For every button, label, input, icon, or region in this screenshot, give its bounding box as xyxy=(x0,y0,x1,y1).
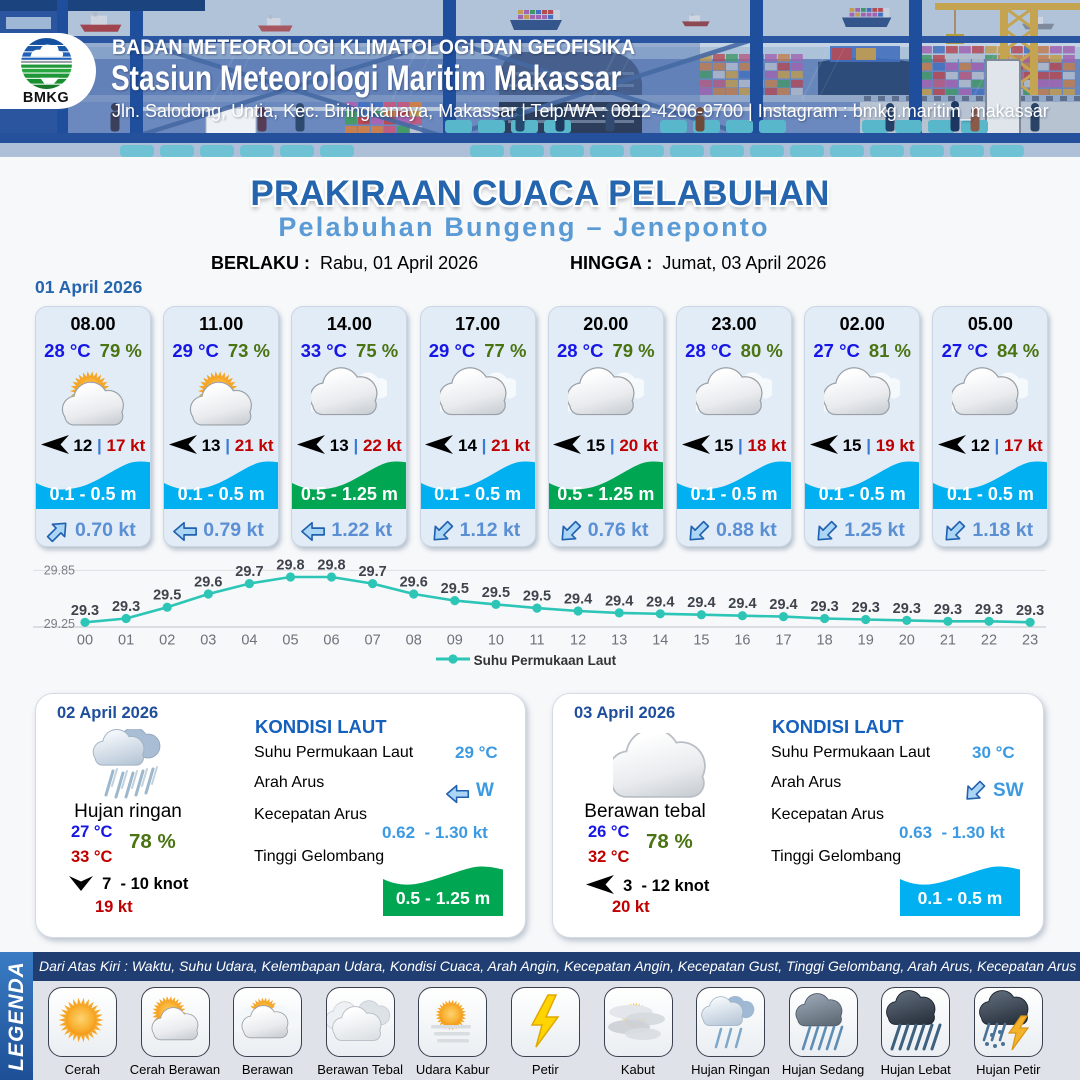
svg-text:20: 20 xyxy=(899,633,915,649)
svg-text:29.25: 29.25 xyxy=(44,617,75,631)
svg-text:21: 21 xyxy=(940,633,956,649)
svg-text:29.85: 29.85 xyxy=(44,563,75,577)
svg-text:29.3: 29.3 xyxy=(975,602,1003,618)
svg-text:00: 00 xyxy=(77,633,93,649)
svg-text:29.3: 29.3 xyxy=(852,600,880,616)
svg-text:29.4: 29.4 xyxy=(728,596,756,612)
svg-text:29.8: 29.8 xyxy=(276,558,304,574)
svg-text:29.5: 29.5 xyxy=(441,581,469,597)
svg-text:29.6: 29.6 xyxy=(400,575,428,591)
svg-text:29.3: 29.3 xyxy=(71,603,99,619)
svg-text:01: 01 xyxy=(118,633,134,649)
svg-text:29.3: 29.3 xyxy=(1016,603,1044,619)
svg-text:16: 16 xyxy=(734,633,750,649)
svg-text:29.3: 29.3 xyxy=(112,599,140,615)
svg-text:29.8: 29.8 xyxy=(317,558,345,574)
svg-text:29.5: 29.5 xyxy=(523,589,551,605)
svg-text:03: 03 xyxy=(200,633,216,649)
svg-text:13: 13 xyxy=(611,633,627,649)
svg-text:02: 02 xyxy=(159,633,175,649)
svg-text:19: 19 xyxy=(858,633,874,649)
svg-text:29.4: 29.4 xyxy=(605,593,633,609)
svg-text:10: 10 xyxy=(488,633,504,649)
svg-text:29.4: 29.4 xyxy=(646,594,674,610)
svg-text:12: 12 xyxy=(570,633,586,649)
svg-text:17: 17 xyxy=(775,633,791,649)
svg-text:29.3: 29.3 xyxy=(893,601,921,617)
svg-text:29.6: 29.6 xyxy=(194,575,222,591)
svg-text:07: 07 xyxy=(365,633,381,649)
svg-text:29.7: 29.7 xyxy=(358,564,386,580)
svg-text:05: 05 xyxy=(282,633,298,649)
svg-text:14: 14 xyxy=(652,633,668,649)
svg-text:18: 18 xyxy=(817,633,833,649)
svg-text:29.7: 29.7 xyxy=(235,564,263,580)
svg-text:29.4: 29.4 xyxy=(769,597,797,613)
svg-text:09: 09 xyxy=(447,633,463,649)
svg-text:29.5: 29.5 xyxy=(153,588,181,604)
svg-text:06: 06 xyxy=(323,633,339,649)
svg-text:29.4: 29.4 xyxy=(564,592,592,608)
svg-text:08: 08 xyxy=(406,633,422,649)
svg-text:29.5: 29.5 xyxy=(482,585,510,601)
svg-text:15: 15 xyxy=(693,633,709,649)
svg-text:29.3: 29.3 xyxy=(810,599,838,615)
svg-text:29.3: 29.3 xyxy=(934,602,962,618)
svg-text:29.4: 29.4 xyxy=(687,595,715,611)
svg-text:22: 22 xyxy=(981,633,997,649)
svg-text:23: 23 xyxy=(1022,633,1038,649)
svg-text:11: 11 xyxy=(529,633,544,649)
svg-text:04: 04 xyxy=(241,633,257,649)
